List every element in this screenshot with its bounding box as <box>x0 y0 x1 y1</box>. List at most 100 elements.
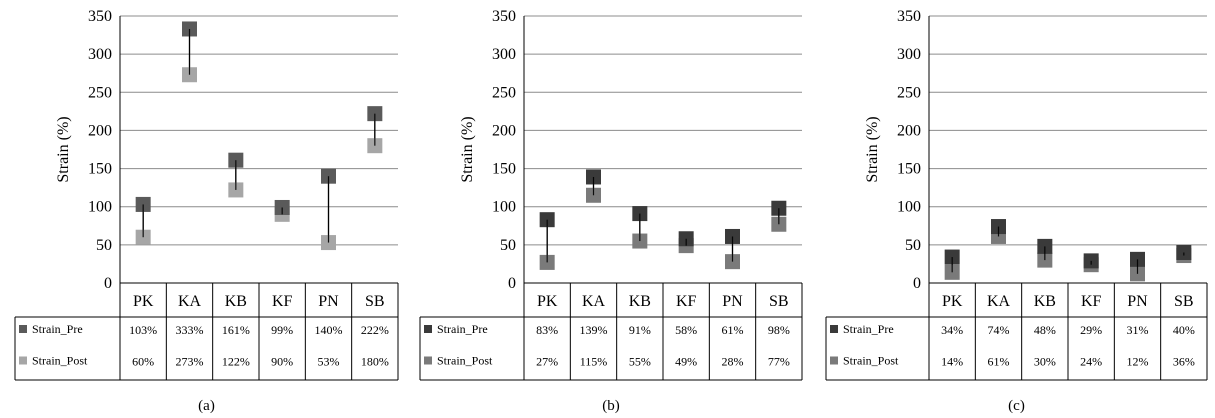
y-tick-label: 350 <box>897 8 921 25</box>
data-label: 273% <box>176 355 204 369</box>
y-tick-label: 100 <box>88 199 112 216</box>
legend-swatch-strain-post <box>424 356 432 365</box>
data-label: 98% <box>768 323 790 337</box>
x-category-label: PK <box>537 293 558 310</box>
data-label: 12% <box>1127 355 1149 369</box>
legend-label: Strain_Pre <box>437 322 488 336</box>
chart-panel-c: 0 50 100 150 200 250 300 350 Strain (%) PK KA KB KF P… <box>825 8 1208 414</box>
data-label: 48% <box>1034 323 1056 337</box>
data-label: 74% <box>988 323 1010 337</box>
data-label: 90% <box>271 355 293 369</box>
legend-label: Strain_Post <box>843 354 899 368</box>
y-tick-label: 350 <box>492 8 516 25</box>
data-label: 61% <box>988 355 1010 369</box>
y-axis-label: Strain (%) <box>864 116 881 182</box>
x-category-label: KF <box>1081 293 1102 310</box>
data-label: 36% <box>1173 355 1195 369</box>
y-tick-label: 300 <box>897 46 921 63</box>
chart-panel-b: 0 50 100 150 200 250 300 350 Strain (%) PK KA KB KF P… <box>419 8 803 414</box>
x-category-label: KF <box>272 293 293 310</box>
data-label: 122% <box>222 355 250 369</box>
data-label: 103% <box>129 323 157 337</box>
legend-swatch-strain-pre <box>19 325 27 333</box>
x-category-label: KF <box>676 293 697 310</box>
data-label: 83% <box>536 323 558 337</box>
panel-label: (c) <box>1008 398 1025 414</box>
x-category-label: SB <box>365 293 385 310</box>
y-tick-label: 50 <box>500 237 516 254</box>
data-label: 30% <box>1034 355 1056 369</box>
x-category-label: KA <box>987 293 1011 310</box>
data-label: 24% <box>1080 355 1102 369</box>
data-label: 49% <box>675 355 697 369</box>
data-label: 14% <box>941 355 963 369</box>
y-tick-label: 0 <box>508 275 516 292</box>
y-tick-label: 150 <box>897 161 921 178</box>
x-category-label: SB <box>769 293 789 310</box>
y-tick-label: 250 <box>897 84 921 101</box>
y-tick-label: 50 <box>96 237 112 254</box>
chart-panel-a: 0 50 100 150 200 250 300 350 Strain (%) PK KA KB KF P… <box>14 8 399 414</box>
y-tick-label: 350 <box>88 8 112 25</box>
panel-label: (b) <box>602 398 620 414</box>
data-label: 222% <box>361 323 389 337</box>
legend-swatch-strain-pre <box>424 325 432 333</box>
y-axis-label: Strain (%) <box>55 116 72 182</box>
data-label: 29% <box>1080 323 1102 337</box>
panel-label: (a) <box>198 398 215 414</box>
y-axis-label: Strain (%) <box>459 116 476 182</box>
data-label: 55% <box>629 355 651 369</box>
legend-swatch-strain-post <box>19 356 27 365</box>
x-category-label: KB <box>629 293 651 310</box>
y-tick-label: 100 <box>492 199 516 216</box>
y-tick-label: 250 <box>492 84 516 101</box>
x-category-label: KB <box>1034 293 1056 310</box>
x-category-label: KA <box>178 293 202 310</box>
legend-label: Strain_Post <box>437 354 493 368</box>
data-label: 99% <box>271 323 293 337</box>
legend-label: Strain_Pre <box>843 322 894 336</box>
x-category-label: PN <box>318 293 339 310</box>
legend-swatch-strain-post <box>830 356 838 365</box>
y-tick-label: 0 <box>913 275 921 292</box>
x-category-label: PN <box>1127 293 1148 310</box>
x-category-label: SB <box>1174 293 1194 310</box>
data-label: 180% <box>361 355 389 369</box>
x-category-label: PK <box>942 293 963 310</box>
legend-label: Strain_Pre <box>32 322 83 336</box>
x-category-label: PK <box>133 293 154 310</box>
y-tick-label: 300 <box>492 46 516 63</box>
data-label: 139% <box>580 323 608 337</box>
legend-swatch-strain-pre <box>830 325 838 333</box>
data-label: 27% <box>536 355 558 369</box>
x-category-label: KB <box>225 293 247 310</box>
y-tick-label: 150 <box>88 161 112 178</box>
y-tick-label: 200 <box>492 122 516 139</box>
data-label: 34% <box>941 323 963 337</box>
y-tick-label: 200 <box>897 122 921 139</box>
x-category-label: PN <box>722 293 743 310</box>
y-tick-label: 100 <box>897 199 921 216</box>
data-label: 28% <box>722 355 744 369</box>
data-label: 40% <box>1173 323 1195 337</box>
data-label: 53% <box>318 355 340 369</box>
data-label: 60% <box>132 355 154 369</box>
y-tick-label: 250 <box>88 84 112 101</box>
y-tick-label: 50 <box>905 237 921 254</box>
x-category-label: KA <box>582 293 606 310</box>
data-label: 58% <box>675 323 697 337</box>
data-label: 91% <box>629 323 651 337</box>
legend-label: Strain_Post <box>32 354 88 368</box>
data-label: 31% <box>1127 323 1149 337</box>
data-label: 61% <box>722 323 744 337</box>
y-tick-label: 300 <box>88 46 112 63</box>
data-label: 77% <box>768 355 790 369</box>
y-tick-label: 200 <box>88 122 112 139</box>
y-tick-label: 0 <box>104 275 112 292</box>
data-label: 140% <box>315 323 343 337</box>
data-label: 115% <box>580 355 608 369</box>
data-label: 161% <box>222 323 250 337</box>
y-tick-label: 150 <box>492 161 516 178</box>
data-label: 333% <box>176 323 204 337</box>
